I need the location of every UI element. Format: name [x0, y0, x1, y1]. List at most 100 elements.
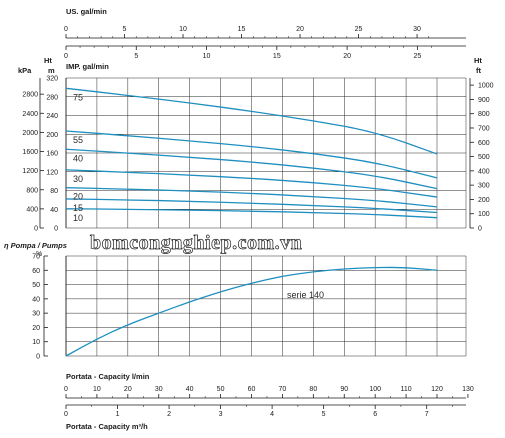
- eff-tick-label: 0: [36, 354, 40, 361]
- curve-label-10: 10: [73, 213, 83, 223]
- lmin-tick-label: 80: [309, 386, 317, 393]
- m-axis-label-ht: Ht: [44, 56, 52, 65]
- lmin-tick-label: 70: [279, 386, 287, 393]
- curve-label-75: 75: [73, 92, 83, 102]
- eff-tick-label: 70: [32, 254, 40, 261]
- kpa-tick-label: 2800: [22, 92, 38, 99]
- eff-tick-label: 40: [32, 296, 40, 303]
- gridlines: [65, 77, 467, 357]
- us-tick-label: 5: [123, 26, 127, 33]
- imp-tick-label: 5: [134, 53, 138, 60]
- lmin-tick-label: 40: [186, 386, 194, 393]
- head-curve-40: [65, 148, 438, 190]
- m-tick-label: 120: [46, 169, 58, 176]
- m3h-tick-label: 2: [167, 411, 171, 418]
- lmin-tick-label: 100: [369, 386, 381, 393]
- m-tick-label: 240: [46, 113, 58, 120]
- us-axis-label: US. gal/min: [66, 7, 107, 16]
- m-axis-label-m: m: [48, 66, 55, 75]
- imp-tick-label: 25: [413, 53, 421, 60]
- curve-label-15: 15: [73, 203, 83, 213]
- us-tick-label: 30: [413, 26, 421, 33]
- us-tick-label: 0: [64, 26, 68, 33]
- m3h-axis-label: Portata - Capacity m³/h: [66, 422, 148, 431]
- ft-tick-label: 200: [478, 197, 490, 204]
- m-tick-label: 40: [50, 207, 58, 214]
- us-tick-label: 15: [238, 26, 246, 33]
- m-tick-label: 160: [46, 151, 58, 158]
- head-curve-30: [65, 169, 438, 198]
- head-curve-10: [65, 208, 438, 219]
- us-tick-label: 10: [179, 26, 187, 33]
- head-curve-75: [65, 87, 438, 155]
- ft-tick-label: 500: [478, 154, 490, 161]
- axis-text: 0 5 10 15 20 25 300 5 10 15 20 25040801201602002402…: [22, 26, 493, 418]
- curve-label-40: 40: [73, 153, 83, 163]
- eff-tick-label: 50: [32, 282, 40, 289]
- efficiency-unit: %: [36, 251, 42, 258]
- lmin-axis-label: Portata - Capacity l/min: [66, 372, 150, 381]
- m-tick-label: 0: [54, 226, 58, 233]
- ft-tick-label: 400: [478, 168, 490, 175]
- kpa-tick-label: 2400: [22, 111, 38, 118]
- efficiency-series-label: serie 140: [287, 290, 324, 300]
- ft-axis-label-ft: ft: [476, 66, 481, 75]
- head-curve-55: [65, 130, 438, 179]
- eff-tick-label: 30: [32, 311, 40, 318]
- m3h-tick-label: 3: [219, 411, 223, 418]
- lmin-tick-label: 90: [340, 386, 348, 393]
- ft-axis-label-ht: Ht: [474, 56, 482, 65]
- m-tick-label: 320: [46, 76, 58, 83]
- efficiency-curve: [65, 266, 438, 357]
- kpa-tick-label: 800: [26, 187, 38, 194]
- kpa-axis-label: kPa: [18, 66, 32, 75]
- m3h-tick-label: 6: [373, 411, 377, 418]
- imp-tick-label: 15: [273, 53, 281, 60]
- m-tick-label: 280: [46, 94, 58, 101]
- m3h-tick-label: 7: [425, 411, 429, 418]
- lmin-tick-label: 110: [400, 386, 411, 393]
- head-curve-20: [65, 187, 438, 208]
- ft-tick-label: 700: [478, 125, 490, 132]
- eff-tick-label: 60: [32, 268, 40, 275]
- imp-tick-label: 20: [343, 53, 351, 60]
- curve-label-55: 55: [73, 135, 83, 145]
- axes: [39, 34, 474, 409]
- m3h-tick-label: 4: [270, 411, 274, 418]
- us-tick-label: 25: [355, 26, 363, 33]
- head-curve-15: [65, 198, 438, 214]
- ft-tick-label: 1000: [478, 83, 494, 90]
- eff-tick-label: 20: [32, 325, 40, 332]
- us-tick-label: 20: [296, 26, 304, 33]
- lmin-tick-label: 60: [248, 386, 256, 393]
- kpa-tick-label: 0: [34, 226, 38, 233]
- eff-tick-label: 10: [32, 339, 40, 346]
- imp-tick-label: 0: [64, 53, 68, 60]
- lmin-tick-label: 30: [155, 386, 163, 393]
- m3h-tick-label: 0: [64, 411, 68, 418]
- curve-label-30: 30: [73, 174, 83, 184]
- efficiency-title: η Pompa / Pumps: [4, 241, 67, 250]
- m3h-tick-label: 1: [116, 411, 120, 418]
- lmin-tick-label: 130: [462, 386, 474, 393]
- m-tick-label: 80: [50, 188, 58, 195]
- imp-axis-label: IMP. gal/min: [66, 62, 109, 71]
- ft-tick-label: 100: [478, 211, 490, 218]
- ft-tick-label: 0: [478, 226, 482, 233]
- lmin-tick-label: 50: [217, 386, 225, 393]
- kpa-tick-label: 400: [26, 206, 38, 213]
- kpa-tick-label: 2000: [22, 130, 38, 137]
- curve-label-20: 20: [73, 192, 83, 202]
- lmin-tick-label: 0: [64, 386, 68, 393]
- imp-tick-label: 10: [203, 53, 211, 60]
- kpa-tick-label: 1600: [22, 149, 38, 156]
- ft-tick-label: 800: [478, 111, 490, 118]
- ft-tick-label: 300: [478, 183, 490, 190]
- lmin-tick-label: 120: [431, 386, 443, 393]
- m3h-tick-label: 5: [322, 411, 326, 418]
- watermark-text: bomcongnghiep.com.vn: [90, 232, 302, 254]
- lmin-tick-label: 20: [124, 386, 132, 393]
- ft-tick-label: 600: [478, 140, 490, 147]
- kpa-tick-label: 1200: [22, 168, 38, 175]
